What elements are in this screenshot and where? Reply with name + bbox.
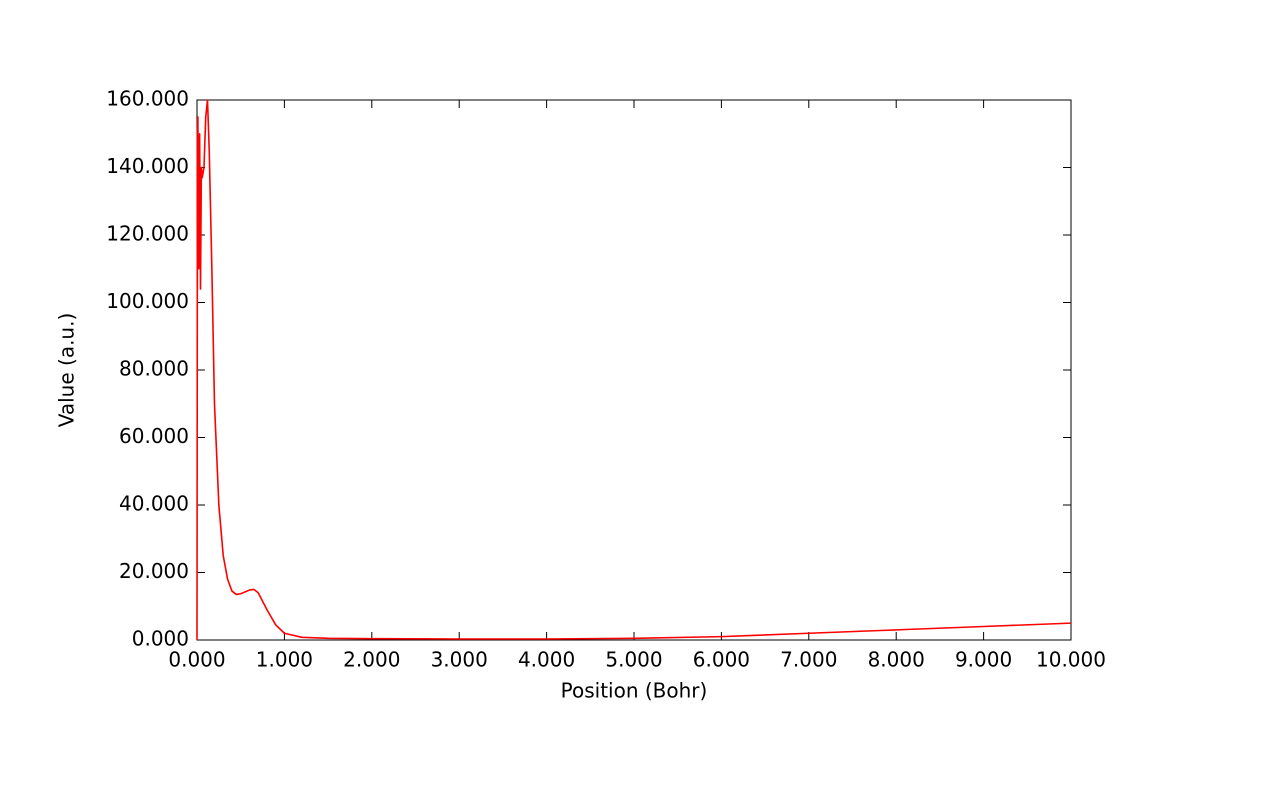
plot-frame [196,99,1072,641]
x-tick-label: 10.000 [1036,648,1106,672]
data-line [196,99,1072,641]
x-tick-label: 4.000 [518,648,575,672]
x-tick-label: 6.000 [693,648,750,672]
y-tick-label: 60.000 [119,424,189,448]
x-axis-label: Position (Bohr) [561,679,708,703]
x-tick-label: 2.000 [343,648,400,672]
y-tick-label: 80.000 [119,357,189,381]
y-tick-label: 40.000 [119,492,189,516]
x-tick-label: 3.000 [431,648,488,672]
x-tick-label: 1.000 [256,648,313,672]
x-tick-label: 5.000 [605,648,662,672]
y-tick-label: 0.000 [132,627,189,651]
y-tick-label: 140.000 [106,154,189,178]
x-tick-label: 8.000 [868,648,925,672]
y-tick-label: 120.000 [106,222,189,246]
x-tick-label: 0.000 [168,648,225,672]
y-tick-label: 160.000 [106,87,189,111]
y-axis-label: Value (a.u.) [55,313,79,428]
y-tick-label: 20.000 [119,559,189,583]
x-tick-label: 7.000 [780,648,837,672]
y-tick-label: 100.000 [106,289,189,313]
x-tick-label: 9.000 [955,648,1012,672]
